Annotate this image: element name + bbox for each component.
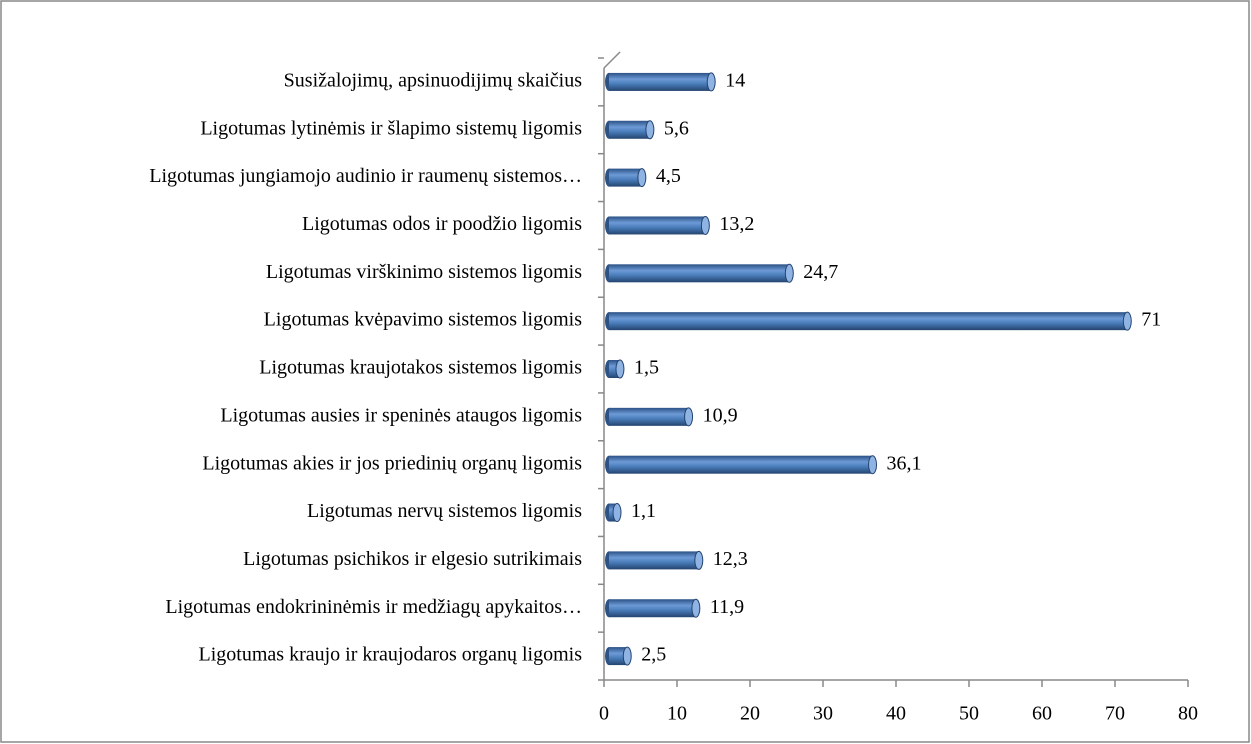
y-tick-label: Ligotumas psichikos ir elgesio sutrikima… bbox=[243, 548, 582, 570]
bar bbox=[605, 263, 794, 283]
y-tick-label: Susižalojimų, apsinuodijimų skaičius bbox=[284, 70, 583, 92]
bar-cap bbox=[1122, 311, 1132, 331]
x-tick-label: 80 bbox=[1178, 703, 1198, 725]
bar-body bbox=[609, 72, 712, 91]
bar-body bbox=[609, 599, 696, 618]
bar bbox=[605, 168, 647, 188]
bar-cap bbox=[684, 407, 694, 427]
y-tick-label: Ligotumas nervų sistemos ligomis bbox=[307, 500, 582, 522]
data-label: 1,1 bbox=[631, 500, 656, 522]
bar bbox=[605, 503, 622, 523]
bar-cap bbox=[622, 646, 632, 666]
data-label: 12,3 bbox=[713, 548, 748, 570]
data-label: 13,2 bbox=[719, 213, 754, 235]
data-label: 24,7 bbox=[803, 261, 838, 283]
data-label: 71 bbox=[1141, 309, 1161, 331]
data-label: 11,9 bbox=[710, 596, 744, 618]
x-tick-label: 30 bbox=[813, 703, 833, 725]
bar-cap bbox=[694, 550, 704, 570]
bar bbox=[605, 120, 655, 140]
bar bbox=[605, 455, 878, 475]
bar-cap bbox=[615, 359, 625, 379]
bar-cap bbox=[706, 72, 716, 92]
bar-body bbox=[609, 216, 706, 235]
y-tick-label: Ligotumas lytinėmis ir šlapimo sistemų l… bbox=[200, 117, 582, 139]
data-label: 1,5 bbox=[634, 357, 659, 379]
bar-body bbox=[609, 647, 628, 666]
data-label: 36,1 bbox=[887, 452, 922, 474]
bar-body bbox=[609, 120, 650, 139]
axis-depth bbox=[603, 51, 621, 69]
bar-body bbox=[609, 407, 689, 426]
y-tick-label: Ligotumas akies ir jos priedinių organų … bbox=[202, 452, 582, 474]
x-tick-label: 70 bbox=[1105, 703, 1125, 725]
y-tick-label: Ligotumas virškinimo sistemos ligomis bbox=[266, 261, 582, 283]
y-tick-label: Ligotumas jungiamojo audinio ir raumenų … bbox=[149, 165, 582, 187]
x-tick-label: 10 bbox=[667, 703, 687, 725]
x-tick-label: 60 bbox=[1032, 703, 1052, 725]
bar-body bbox=[609, 168, 642, 187]
y-tick-label: Ligotumas kraujotakos sistemos ligomis bbox=[259, 357, 582, 379]
bar bbox=[605, 407, 694, 427]
bar bbox=[605, 72, 716, 92]
bar bbox=[605, 215, 710, 235]
bar bbox=[605, 359, 625, 379]
bar-cap bbox=[645, 120, 655, 140]
data-label: 2,5 bbox=[641, 644, 666, 666]
bar-body bbox=[609, 455, 873, 474]
data-label: 4,5 bbox=[656, 165, 681, 187]
x-tick-label: 50 bbox=[959, 703, 979, 725]
bar-body bbox=[609, 360, 620, 378]
x-tick-label: 0 bbox=[599, 703, 609, 725]
y-tick-label: Ligotumas odos ir poodžio ligomis bbox=[302, 213, 582, 235]
bar-cap bbox=[700, 215, 710, 235]
x-tick-label: 40 bbox=[886, 703, 906, 725]
y-tick-label: Ligotumas ausies ir speninės ataugos lig… bbox=[220, 404, 582, 426]
x-tick-label: 20 bbox=[740, 703, 760, 725]
bar-body bbox=[609, 312, 1128, 331]
bar bbox=[605, 598, 701, 618]
bar-cap bbox=[784, 263, 794, 283]
bar-cap bbox=[612, 503, 622, 523]
y-tick-label: Ligotumas kraujo ir kraujodaros organų l… bbox=[199, 644, 583, 666]
bar bbox=[605, 311, 1132, 331]
bar-body bbox=[609, 551, 699, 570]
bar-body bbox=[609, 264, 790, 283]
data-label: 5,6 bbox=[664, 117, 689, 139]
data-label: 10,9 bbox=[703, 404, 738, 426]
bar bbox=[605, 550, 704, 570]
bar-cap bbox=[868, 455, 878, 475]
bar bbox=[605, 646, 632, 666]
data-label: 14 bbox=[725, 70, 745, 92]
y-tick-label: Ligotumas endokrininėmis ir medžiagų apy… bbox=[165, 596, 582, 618]
y-tick-label: Ligotumas kvėpavimo sistemos ligomis bbox=[264, 309, 583, 331]
bar-cap bbox=[637, 168, 647, 188]
bar-cap bbox=[691, 598, 701, 618]
